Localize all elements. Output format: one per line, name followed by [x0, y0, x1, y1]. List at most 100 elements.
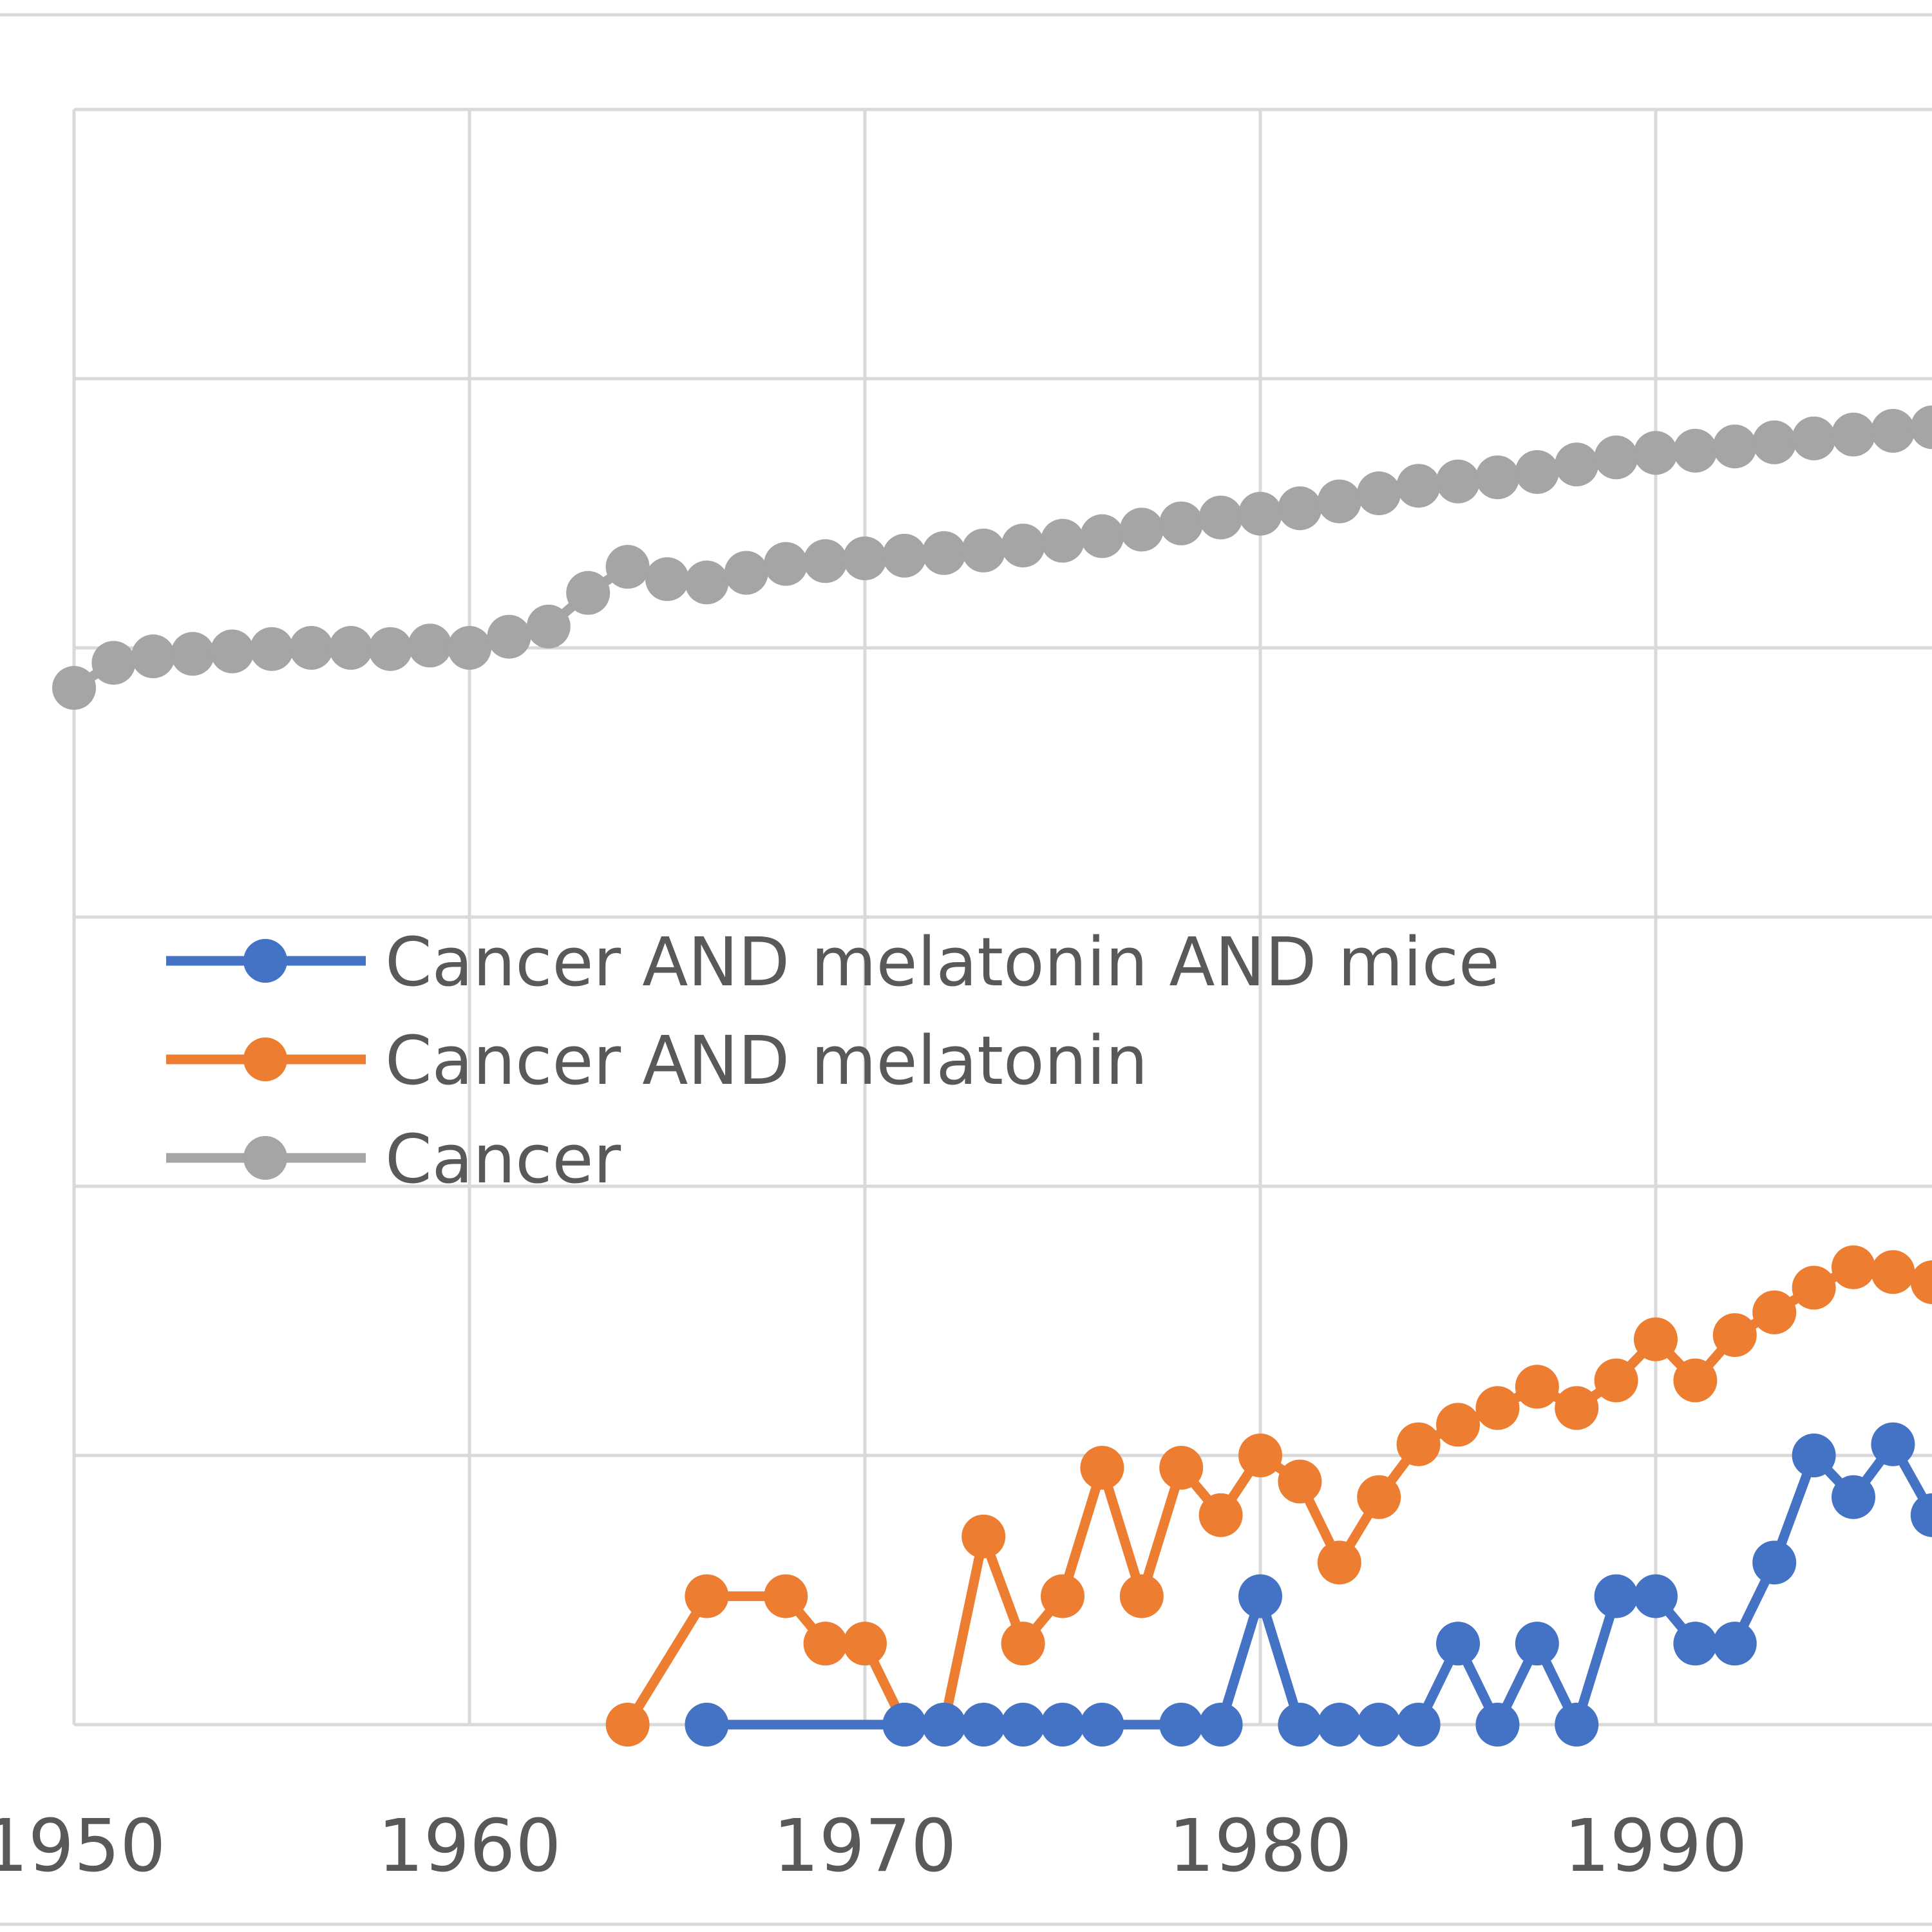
data-point: [1752, 1290, 1797, 1334]
data-point: [882, 533, 927, 578]
data-point: [1832, 412, 1875, 457]
data-point: [843, 536, 887, 581]
data-point: [1871, 1422, 1915, 1466]
series-2: [52, 405, 1932, 710]
data-point: [1159, 1703, 1204, 1747]
data-point: [1396, 1703, 1441, 1747]
x-tick-label: 1980: [1168, 1804, 1352, 1888]
legend-marker: [243, 939, 287, 983]
data-point: [1712, 424, 1757, 469]
data-point: [210, 629, 254, 674]
data-point: [131, 634, 175, 679]
data-point: [1436, 1403, 1480, 1447]
legend-item: Cancer: [166, 1120, 621, 1198]
data-point: [1396, 1422, 1441, 1466]
data-point: [1080, 1703, 1124, 1747]
data-point: [1436, 1622, 1480, 1666]
data-point: [803, 539, 848, 583]
data-point: [1357, 471, 1401, 516]
legend-label: Cancer: [385, 1120, 621, 1198]
data-point: [1515, 1365, 1559, 1409]
legend-label: Cancer AND melatonin: [385, 1021, 1148, 1100]
legend-label: Cancer AND melatonin AND mice: [385, 923, 1500, 1001]
data-point: [1555, 1386, 1599, 1430]
data-point: [1515, 450, 1559, 494]
data-point: [685, 1574, 729, 1618]
data-point: [605, 545, 650, 589]
data-point: [1555, 1703, 1599, 1747]
series-1: [605, 1245, 1932, 1747]
data-point: [1832, 1245, 1875, 1289]
data-point: [1634, 1317, 1678, 1361]
data-point: [328, 626, 373, 670]
data-point: [1792, 416, 1836, 460]
data-point: [91, 641, 136, 685]
data-point: [1871, 409, 1915, 453]
data-point: [1357, 1703, 1401, 1747]
data-point: [487, 614, 531, 659]
data-point: [961, 1703, 1006, 1747]
x-tick-label: 1990: [1564, 1804, 1747, 1888]
data-point: [171, 632, 215, 676]
legend-item: Cancer AND melatonin: [166, 1021, 1148, 1100]
data-point: [1832, 1475, 1875, 1519]
data-point: [1119, 1574, 1164, 1618]
data-point: [685, 1703, 729, 1747]
data-point: [1278, 1459, 1322, 1504]
data-point: [605, 1703, 650, 1747]
data-point: [368, 627, 413, 671]
legend-item: Cancer AND melatonin AND mice: [166, 923, 1500, 1001]
data-point: [1159, 1446, 1204, 1490]
data-point: [526, 604, 571, 649]
data-point: [1475, 455, 1520, 500]
data-point: [1198, 1703, 1243, 1747]
data-point: [882, 1703, 927, 1747]
data-point: [1080, 514, 1124, 558]
data-point: [922, 531, 966, 575]
data-point: [1910, 1493, 1932, 1537]
legend: Cancer AND melatonin AND mice Cancer AND …: [166, 923, 1500, 1198]
data-point: [803, 1622, 848, 1666]
legend-marker: [243, 1136, 287, 1180]
data-point: [1673, 428, 1718, 473]
data-point: [1238, 1574, 1282, 1618]
data-point: [566, 571, 611, 615]
series-group: [52, 405, 1932, 1747]
data-point: [1673, 1622, 1718, 1666]
data-point: [764, 1574, 808, 1618]
data-point: [1278, 486, 1322, 531]
data-point: [1871, 1250, 1915, 1294]
data-point: [1159, 501, 1204, 545]
data-point: [1475, 1703, 1520, 1747]
data-point: [1317, 1540, 1361, 1585]
data-point: [1041, 518, 1084, 563]
x-axis-ticks: 1950 1960 1970 1980 1990: [0, 1804, 1748, 1888]
data-point: [408, 623, 452, 668]
data-point: [250, 627, 294, 671]
series-0: [685, 1422, 1932, 1747]
data-point: [1436, 459, 1480, 504]
data-point: [1673, 1358, 1718, 1403]
data-point: [1317, 479, 1361, 524]
data-point: [645, 557, 689, 601]
data-point: [1712, 1622, 1757, 1666]
data-point: [1752, 420, 1797, 464]
data-point: [448, 626, 491, 670]
x-tick-label: 1970: [773, 1804, 956, 1888]
x-tick-label: 1950: [0, 1804, 166, 1888]
data-point: [1634, 431, 1678, 475]
data-point: [1475, 1386, 1520, 1430]
data-point: [1119, 507, 1164, 552]
data-point: [1910, 405, 1932, 450]
gridlines: [72, 108, 1932, 1727]
data-point: [1634, 1574, 1678, 1618]
data-point: [1555, 442, 1599, 487]
data-point: [1001, 1622, 1045, 1666]
data-point: [1238, 491, 1282, 536]
x-tick-label: 1960: [377, 1804, 561, 1888]
data-point: [764, 542, 808, 586]
data-point: [1515, 1622, 1559, 1666]
data-point: [961, 1514, 1006, 1558]
data-point: [1594, 435, 1638, 480]
